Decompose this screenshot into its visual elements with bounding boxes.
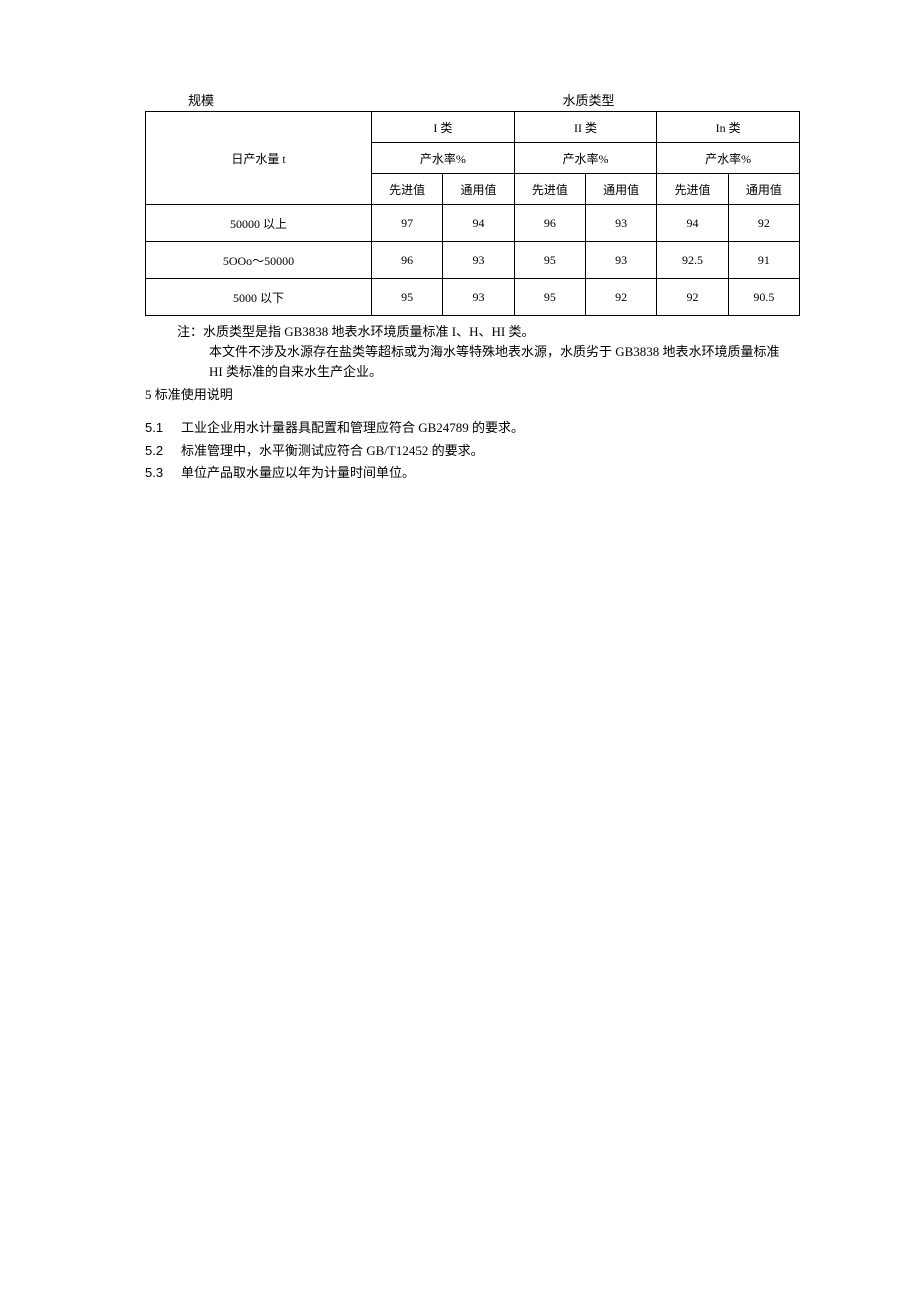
col-header-type: I 类 xyxy=(372,112,515,143)
item-text: 标准管理中，水平衡测试应符合 GB/T12452 的要求。 xyxy=(181,440,800,462)
note-line: 注：水质类型是指 GB3838 地表水环境质量标准 I、H、HI 类。 xyxy=(145,322,800,342)
subcol-header: 通用值 xyxy=(728,174,799,205)
table-notes: 注：水质类型是指 GB3838 地表水环境质量标准 I、H、HI 类。 本文件不… xyxy=(145,322,800,382)
cell-value: 95 xyxy=(514,242,585,279)
table-row: 5000 以下 95 93 95 92 92 90.5 xyxy=(146,279,800,316)
list-item: 5.2 标准管理中，水平衡测试应符合 GB/T12452 的要求。 xyxy=(145,440,800,462)
table-top-labels: 规模 水质类型 xyxy=(145,90,800,109)
col-header-rate: 产水率% xyxy=(514,143,657,174)
list-item: 5.3 单位产品取水量应以年为计量时间单位。 xyxy=(145,462,800,484)
note-line: HI 类标准的自来水生产企业。 xyxy=(145,362,800,382)
cell-value: 97 xyxy=(372,205,443,242)
cell-value: 96 xyxy=(372,242,443,279)
cell-value: 92 xyxy=(657,279,728,316)
cell-scale: 50000 以上 xyxy=(146,205,372,242)
col-header-type: In 类 xyxy=(657,112,800,143)
cell-value: 93 xyxy=(585,242,656,279)
subcol-header: 通用值 xyxy=(443,174,514,205)
cell-value: 95 xyxy=(372,279,443,316)
col-header-rate: 产水率% xyxy=(657,143,800,174)
item-number: 5.2 xyxy=(145,440,181,462)
col-header-scale: 日产水量 t xyxy=(146,112,372,205)
cell-value: 96 xyxy=(514,205,585,242)
item-text: 单位产品取水量应以年为计量时间单位。 xyxy=(181,462,800,484)
item-number: 5.1 xyxy=(145,417,181,439)
cell-value: 92.5 xyxy=(657,242,728,279)
cell-value: 93 xyxy=(443,279,514,316)
usage-list: 5.1 工业企业用水计量器具配置和管理应符合 GB24789 的要求。 5.2 … xyxy=(145,417,800,483)
item-number: 5.3 xyxy=(145,462,181,484)
subcol-header: 通用值 xyxy=(585,174,656,205)
subcol-header: 先进值 xyxy=(657,174,728,205)
cell-value: 92 xyxy=(728,205,799,242)
cell-value: 91 xyxy=(728,242,799,279)
cell-value: 93 xyxy=(585,205,656,242)
table-row: 日产水量 t I 类 II 类 In 类 xyxy=(146,112,800,143)
cell-scale: 5OOo～50000 xyxy=(146,242,372,279)
cell-scale: 5000 以下 xyxy=(146,279,372,316)
cell-value: 92 xyxy=(585,279,656,316)
cell-value: 94 xyxy=(443,205,514,242)
note-line: 本文件不涉及水源存在盐类等超标或为海水等特殊地表水源，水质劣于 GB3838 地… xyxy=(145,342,800,362)
cell-value: 93 xyxy=(443,242,514,279)
item-text: 工业企业用水计量器具配置和管理应符合 GB24789 的要求。 xyxy=(181,417,800,439)
cell-value: 90.5 xyxy=(728,279,799,316)
section-heading: 5 标准使用说明 xyxy=(145,384,800,403)
cell-value: 94 xyxy=(657,205,728,242)
col-header-rate: 产水率% xyxy=(372,143,515,174)
label-scale: 规模 xyxy=(145,90,257,109)
label-water-type: 水质类型 xyxy=(257,90,800,109)
yield-table: 日产水量 t I 类 II 类 In 类 产水率% 产水率% 产水率% 先进值 … xyxy=(145,111,800,316)
col-header-type: II 类 xyxy=(514,112,657,143)
table-row: 50000 以上 97 94 96 93 94 92 xyxy=(146,205,800,242)
subcol-header: 先进值 xyxy=(372,174,443,205)
cell-value: 95 xyxy=(514,279,585,316)
subcol-header: 先进值 xyxy=(514,174,585,205)
table-row: 5OOo～50000 96 93 95 93 92.5 91 xyxy=(146,242,800,279)
list-item: 5.1 工业企业用水计量器具配置和管理应符合 GB24789 的要求。 xyxy=(145,417,800,439)
